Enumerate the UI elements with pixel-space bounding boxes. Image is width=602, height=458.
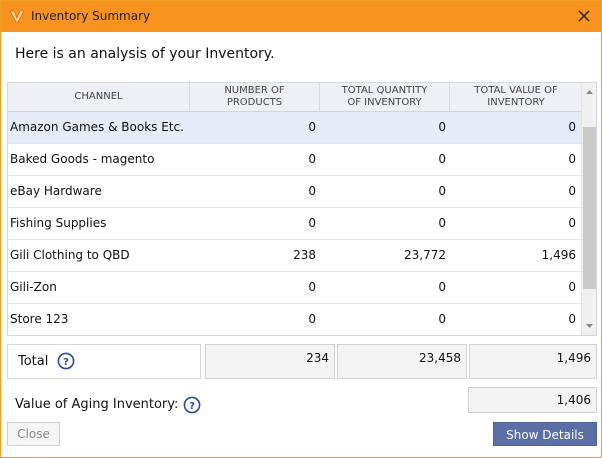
cell-value: 1,496	[541, 248, 576, 262]
show-details-button[interactable]: Show Details	[493, 422, 597, 446]
table-row[interactable]: Fishing Supplies 0 0 0	[8, 208, 582, 240]
cell-channel: Baked Goods - magento	[10, 152, 155, 166]
table-row[interactable]: Store 123 0 0 0	[8, 304, 582, 335]
vertical-scrollbar[interactable]	[581, 83, 596, 335]
help-icon[interactable]: ?	[183, 396, 201, 414]
cell-products: 0	[308, 184, 316, 198]
scroll-up-arrow-icon[interactable]	[582, 85, 597, 99]
cell-quantity: 0	[438, 152, 446, 166]
header-number-of-products[interactable]: NUMBER OF PRODUCTS	[190, 83, 320, 111]
cell-value: 0	[568, 152, 576, 166]
table-row[interactable]: eBay Hardware 0 0 0	[8, 176, 582, 208]
svg-text:?: ?	[189, 401, 195, 412]
cell-value: 0	[568, 216, 576, 230]
cell-channel: Fishing Supplies	[10, 216, 107, 230]
cell-value: 0	[568, 120, 576, 134]
cell-value: 0	[568, 184, 576, 198]
cell-quantity: 0	[438, 184, 446, 198]
cell-channel: Store 123	[10, 312, 69, 326]
aging-inventory-value: 1,406	[468, 387, 597, 413]
header-total-quantity[interactable]: TOTAL QUANTITY OF INVENTORY	[320, 83, 450, 111]
table-row[interactable]: Amazon Games & Books Etc. 0 0 0	[8, 112, 582, 144]
cell-products: 0	[308, 152, 316, 166]
cell-products: 0	[308, 120, 316, 134]
header-channel[interactable]: CHANNEL	[8, 83, 190, 111]
cell-channel: Amazon Games & Books Etc.	[10, 120, 184, 134]
total-quantity: 23,458	[337, 344, 467, 379]
table-header: CHANNEL NUMBER OF PRODUCTS TOTAL QUANTITY…	[8, 83, 582, 112]
close-icon[interactable]	[575, 7, 593, 25]
scroll-down-arrow-icon[interactable]	[582, 319, 597, 333]
scrollbar-thumb[interactable]	[583, 127, 596, 289]
table-row[interactable]: Gili Clothing to QBD 238 23,772 1,496	[8, 240, 582, 272]
aging-inventory-label: Value of Aging Inventory:	[15, 397, 179, 412]
svg-text:?: ?	[63, 357, 69, 368]
cell-quantity: 0	[438, 216, 446, 230]
header-total-value[interactable]: TOTAL VALUE OF INVENTORY	[474, 85, 558, 108]
intro-text: Here is an analysis of your Inventory.	[15, 46, 275, 62]
table-row[interactable]: Gili-Zon 0 0 0	[8, 272, 582, 304]
totals-row: Total ? 234 23,458 1,496	[7, 344, 597, 379]
total-label-cell: Total ?	[7, 344, 201, 379]
help-icon[interactable]: ?	[57, 352, 75, 370]
total-products: 234	[205, 344, 335, 379]
table-body: Amazon Games & Books Etc. 0 0 0 Baked Go…	[8, 112, 582, 335]
title-bar: Inventory Summary	[1, 1, 601, 32]
cell-products: 0	[308, 280, 316, 294]
cell-value: 0	[568, 312, 576, 326]
cell-products: 238	[293, 248, 316, 262]
cell-products: 0	[308, 216, 316, 230]
cell-quantity: 0	[438, 280, 446, 294]
window-title: Inventory Summary	[31, 9, 151, 23]
total-label: Total	[18, 354, 49, 369]
inventory-table: CHANNEL NUMBER OF PRODUCTS TOTAL QUANTITY…	[7, 82, 597, 336]
cell-value: 0	[568, 280, 576, 294]
cell-channel: Gili-Zon	[10, 280, 57, 294]
cell-products: 0	[308, 312, 316, 326]
cell-quantity: 0	[438, 312, 446, 326]
cell-quantity: 0	[438, 120, 446, 134]
cell-channel: Gili Clothing to QBD	[10, 248, 130, 262]
close-button[interactable]: Close	[7, 422, 60, 446]
orange-v-logo-icon	[9, 10, 25, 23]
total-value: 1,496	[469, 344, 597, 379]
cell-quantity: 23,772	[404, 248, 446, 262]
table-row[interactable]: Baked Goods - magento 0 0 0	[8, 144, 582, 176]
cell-channel: eBay Hardware	[10, 184, 102, 198]
